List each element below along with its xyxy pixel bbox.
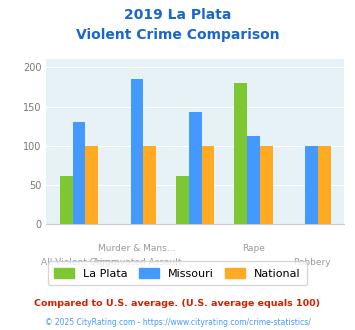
Text: Rape: Rape: [242, 244, 265, 253]
Bar: [143, 146, 156, 224]
Text: Aggravated Assault: Aggravated Assault: [93, 258, 181, 267]
Bar: [189, 112, 202, 224]
Text: Robbery: Robbery: [293, 258, 331, 267]
Bar: [305, 146, 318, 224]
Bar: [72, 122, 85, 224]
Bar: [85, 146, 98, 224]
Bar: [176, 176, 189, 224]
Text: 2019 La Plata: 2019 La Plata: [124, 8, 231, 22]
Bar: [131, 79, 143, 224]
Text: Compared to U.S. average. (U.S. average equals 100): Compared to U.S. average. (U.S. average …: [34, 299, 321, 308]
Text: Violent Crime Comparison: Violent Crime Comparison: [76, 28, 279, 42]
Bar: [202, 146, 214, 224]
Bar: [234, 83, 247, 224]
Text: All Violent Crime: All Violent Crime: [41, 258, 117, 267]
Bar: [247, 136, 260, 224]
Bar: [60, 176, 72, 224]
Bar: [260, 146, 273, 224]
Bar: [318, 146, 331, 224]
Legend: La Plata, Missouri, National: La Plata, Missouri, National: [48, 261, 307, 285]
Text: © 2025 CityRating.com - https://www.cityrating.com/crime-statistics/: © 2025 CityRating.com - https://www.city…: [45, 318, 310, 327]
Text: Murder & Mans...: Murder & Mans...: [98, 244, 176, 253]
